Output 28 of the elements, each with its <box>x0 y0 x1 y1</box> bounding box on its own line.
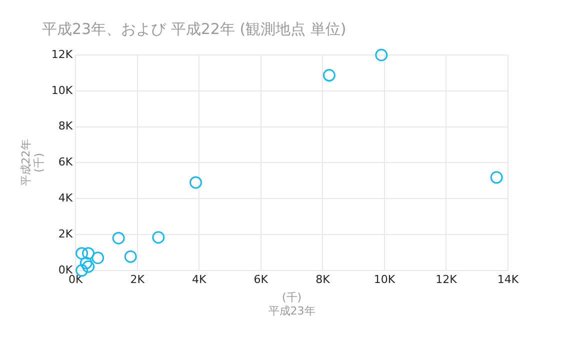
x-tick-label: 10K <box>374 272 396 286</box>
point <box>124 250 137 263</box>
x-tick-label: 8K <box>316 272 331 286</box>
point <box>82 247 95 260</box>
point <box>112 232 125 244</box>
point <box>322 69 336 82</box>
y-tick-label: 8K <box>58 120 74 133</box>
chart-title: 平成23年、および 平成22年 (観測地点 単位) <box>41 19 348 40</box>
point <box>76 247 88 260</box>
x-axis-title: (千) 平成23年 <box>268 291 316 318</box>
point <box>80 256 92 270</box>
point <box>92 252 104 264</box>
point <box>152 231 165 244</box>
y-tick-label: 4K <box>58 191 74 204</box>
point <box>82 260 95 273</box>
y-tick-label: 2K <box>58 227 74 240</box>
x-tick-label: 6K <box>254 272 269 286</box>
x-tick-label: 14K <box>497 272 520 286</box>
point <box>190 176 202 189</box>
x-tick-label: 4K <box>192 272 208 286</box>
y-axis-title: 平成22年 (千) <box>19 139 46 186</box>
x-tick-label: 12K <box>436 272 458 286</box>
y-tick-label: 10K <box>51 84 74 97</box>
point <box>490 171 503 184</box>
x-tick-label: 2K <box>130 272 146 286</box>
y-tick-label: 12K <box>51 48 74 61</box>
y-tick-label: 6K <box>58 156 74 169</box>
point <box>375 48 388 62</box>
